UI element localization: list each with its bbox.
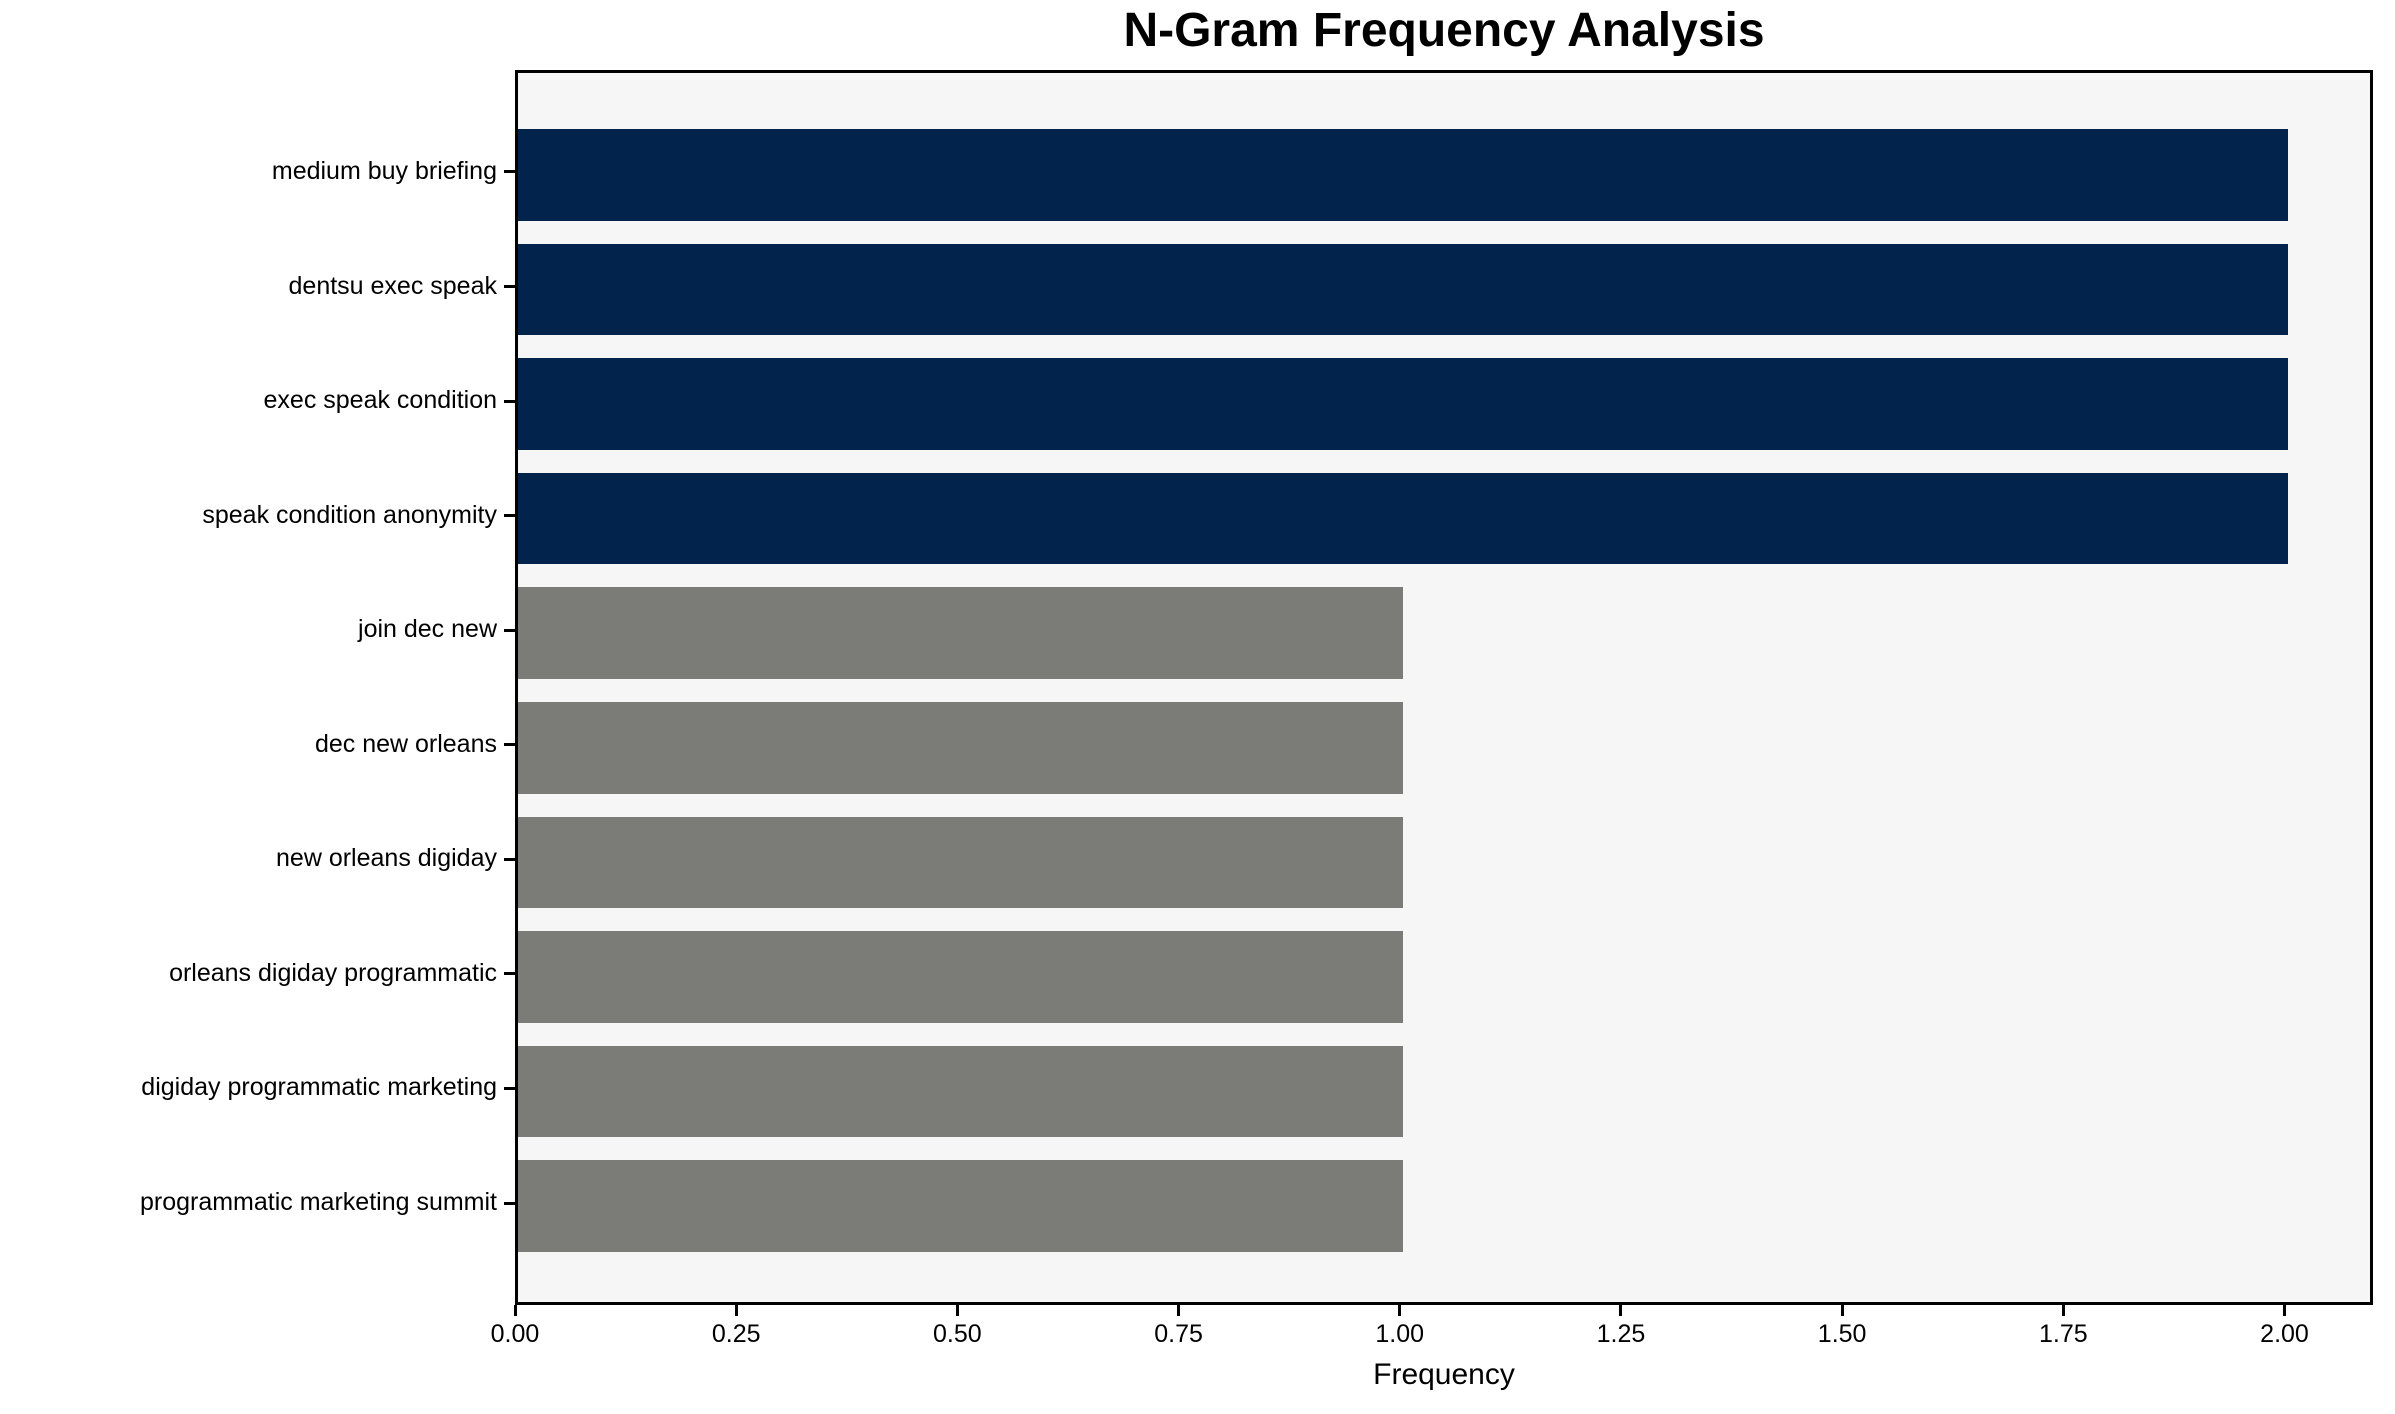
bar-orleans-digiday-programmatic [518,931,1403,1023]
x-tick-label: 0.00 [490,1320,540,1348]
x-tick-label: 2.00 [2260,1320,2309,1348]
y-category-label: orleans digiday programmatic [169,958,497,987]
y-category-label: dentsu exec speak [288,271,497,300]
x-tick-label: 1.75 [2038,1320,2088,1348]
y-tick-mark [504,857,515,861]
chart-title: N-Gram Frequency Analysis [1123,4,1765,57]
x-tick-mark [1398,1305,1402,1316]
y-tick-mark [504,1201,515,1205]
bar-exec-speak-condition [518,358,2288,450]
y-tick-mark [504,285,515,289]
bar-speak-condition-anonymity [518,472,2288,565]
bar-dec-new-orleans [518,701,1403,794]
y-category-label: join dec new [358,615,497,644]
bar-new-orleans-digiday [518,816,1403,909]
x-tick-mark [2283,1305,2287,1316]
x-axis-title: Frequency [1373,1358,1515,1391]
x-tick-label: 0.75 [1154,1320,1203,1348]
y-tick-mark [504,743,515,747]
x-tick-mark [2061,1305,2065,1316]
y-category-label: speak condition anonymity [202,500,497,529]
y-category-label: exec speak condition [263,386,497,415]
y-tick-mark [504,1086,515,1090]
x-tick-label: 1.25 [1596,1320,1646,1348]
x-tick-mark [1177,1305,1181,1316]
bar-digiday-programmatic-marketing [518,1045,1403,1138]
y-tick-mark [504,514,515,518]
bar-medium-buy-briefing [518,129,2288,221]
y-category-label: new orleans digiday [276,844,497,873]
y-category-label: programmatic marketing summit [139,1188,497,1217]
y-category-label: digiday programmatic marketing [141,1073,497,1102]
x-tick-mark [1619,1305,1623,1316]
x-tick-mark [513,1305,517,1316]
bar-join-dec-new [518,587,1403,680]
y-tick-mark [504,628,515,632]
bar-dentsu-exec-speak [518,243,2288,336]
y-category-label: dec new orleans [314,729,497,758]
y-tick-mark [504,399,515,403]
x-tick-label: 1.50 [1817,1320,1867,1348]
y-tick-mark [504,170,515,174]
x-tick-mark [734,1305,738,1316]
x-tick-label: 0.50 [933,1320,982,1348]
x-tick-mark [955,1305,959,1316]
y-tick-mark [504,972,515,976]
y-category-label: medium buy briefing [271,156,497,185]
x-tick-mark [1840,1305,1844,1316]
x-tick-label: 1.00 [1375,1320,1425,1348]
plot-area [515,70,2373,1305]
x-tick-label: 0.25 [711,1320,761,1348]
bar-programmatic-marketing-summit [518,1160,1403,1252]
